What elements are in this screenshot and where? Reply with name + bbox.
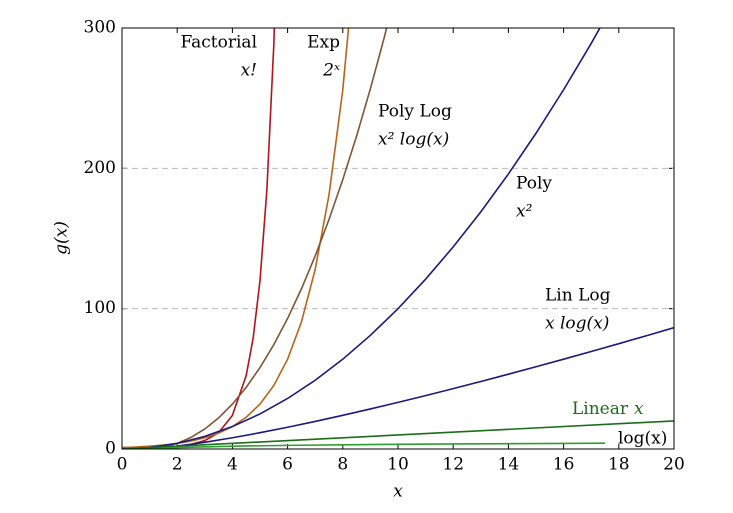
y-tick-label: 300 (84, 18, 116, 38)
x-tick-label: 6 (282, 455, 293, 475)
plot-area (122, 28, 674, 449)
plot-frame (121, 27, 675, 450)
series-formula: x log(x) (545, 314, 609, 334)
x-tick-label: 18 (608, 455, 630, 475)
series-name: Linear (572, 399, 629, 419)
x-tick-label: 16 (553, 455, 575, 475)
x-tick-label: 4 (227, 455, 238, 475)
series-name: Exp (307, 33, 340, 53)
x-tick-label: 20 (663, 455, 685, 475)
x-axis-label: x (393, 482, 403, 502)
series-name: Poly (516, 174, 552, 194)
series-formula: 2ˣ (322, 61, 340, 81)
y-tick-label: 200 (84, 158, 116, 178)
x-tick-label: 8 (337, 455, 348, 475)
series-label: Linear x (572, 399, 644, 419)
y-axis-label: g(x) (52, 221, 72, 255)
y-tick-label: 0 (105, 439, 116, 459)
x-tick-label: 0 (117, 455, 128, 475)
series-formula: x² (516, 202, 533, 222)
series-line (149, 326, 674, 449)
series-formula: x! (241, 61, 257, 81)
x-tick-label: 2 (172, 455, 183, 475)
series-line (122, 28, 601, 449)
series-line (149, 28, 388, 449)
series-name: Factorial (181, 33, 258, 53)
series-line (122, 28, 350, 449)
x-tick-label: 10 (387, 455, 409, 475)
series-line (149, 442, 606, 449)
series-name: Poly Log (378, 102, 452, 122)
series-name: log(x) (618, 429, 667, 449)
series-formula: x (634, 399, 644, 419)
y-tick-label: 100 (84, 298, 116, 318)
x-tick-label: 14 (498, 455, 520, 475)
series-formula: x² log(x) (378, 130, 449, 150)
x-tick-label: 12 (442, 455, 464, 475)
series-name: Lin Log (545, 286, 611, 306)
series-line (122, 420, 674, 449)
